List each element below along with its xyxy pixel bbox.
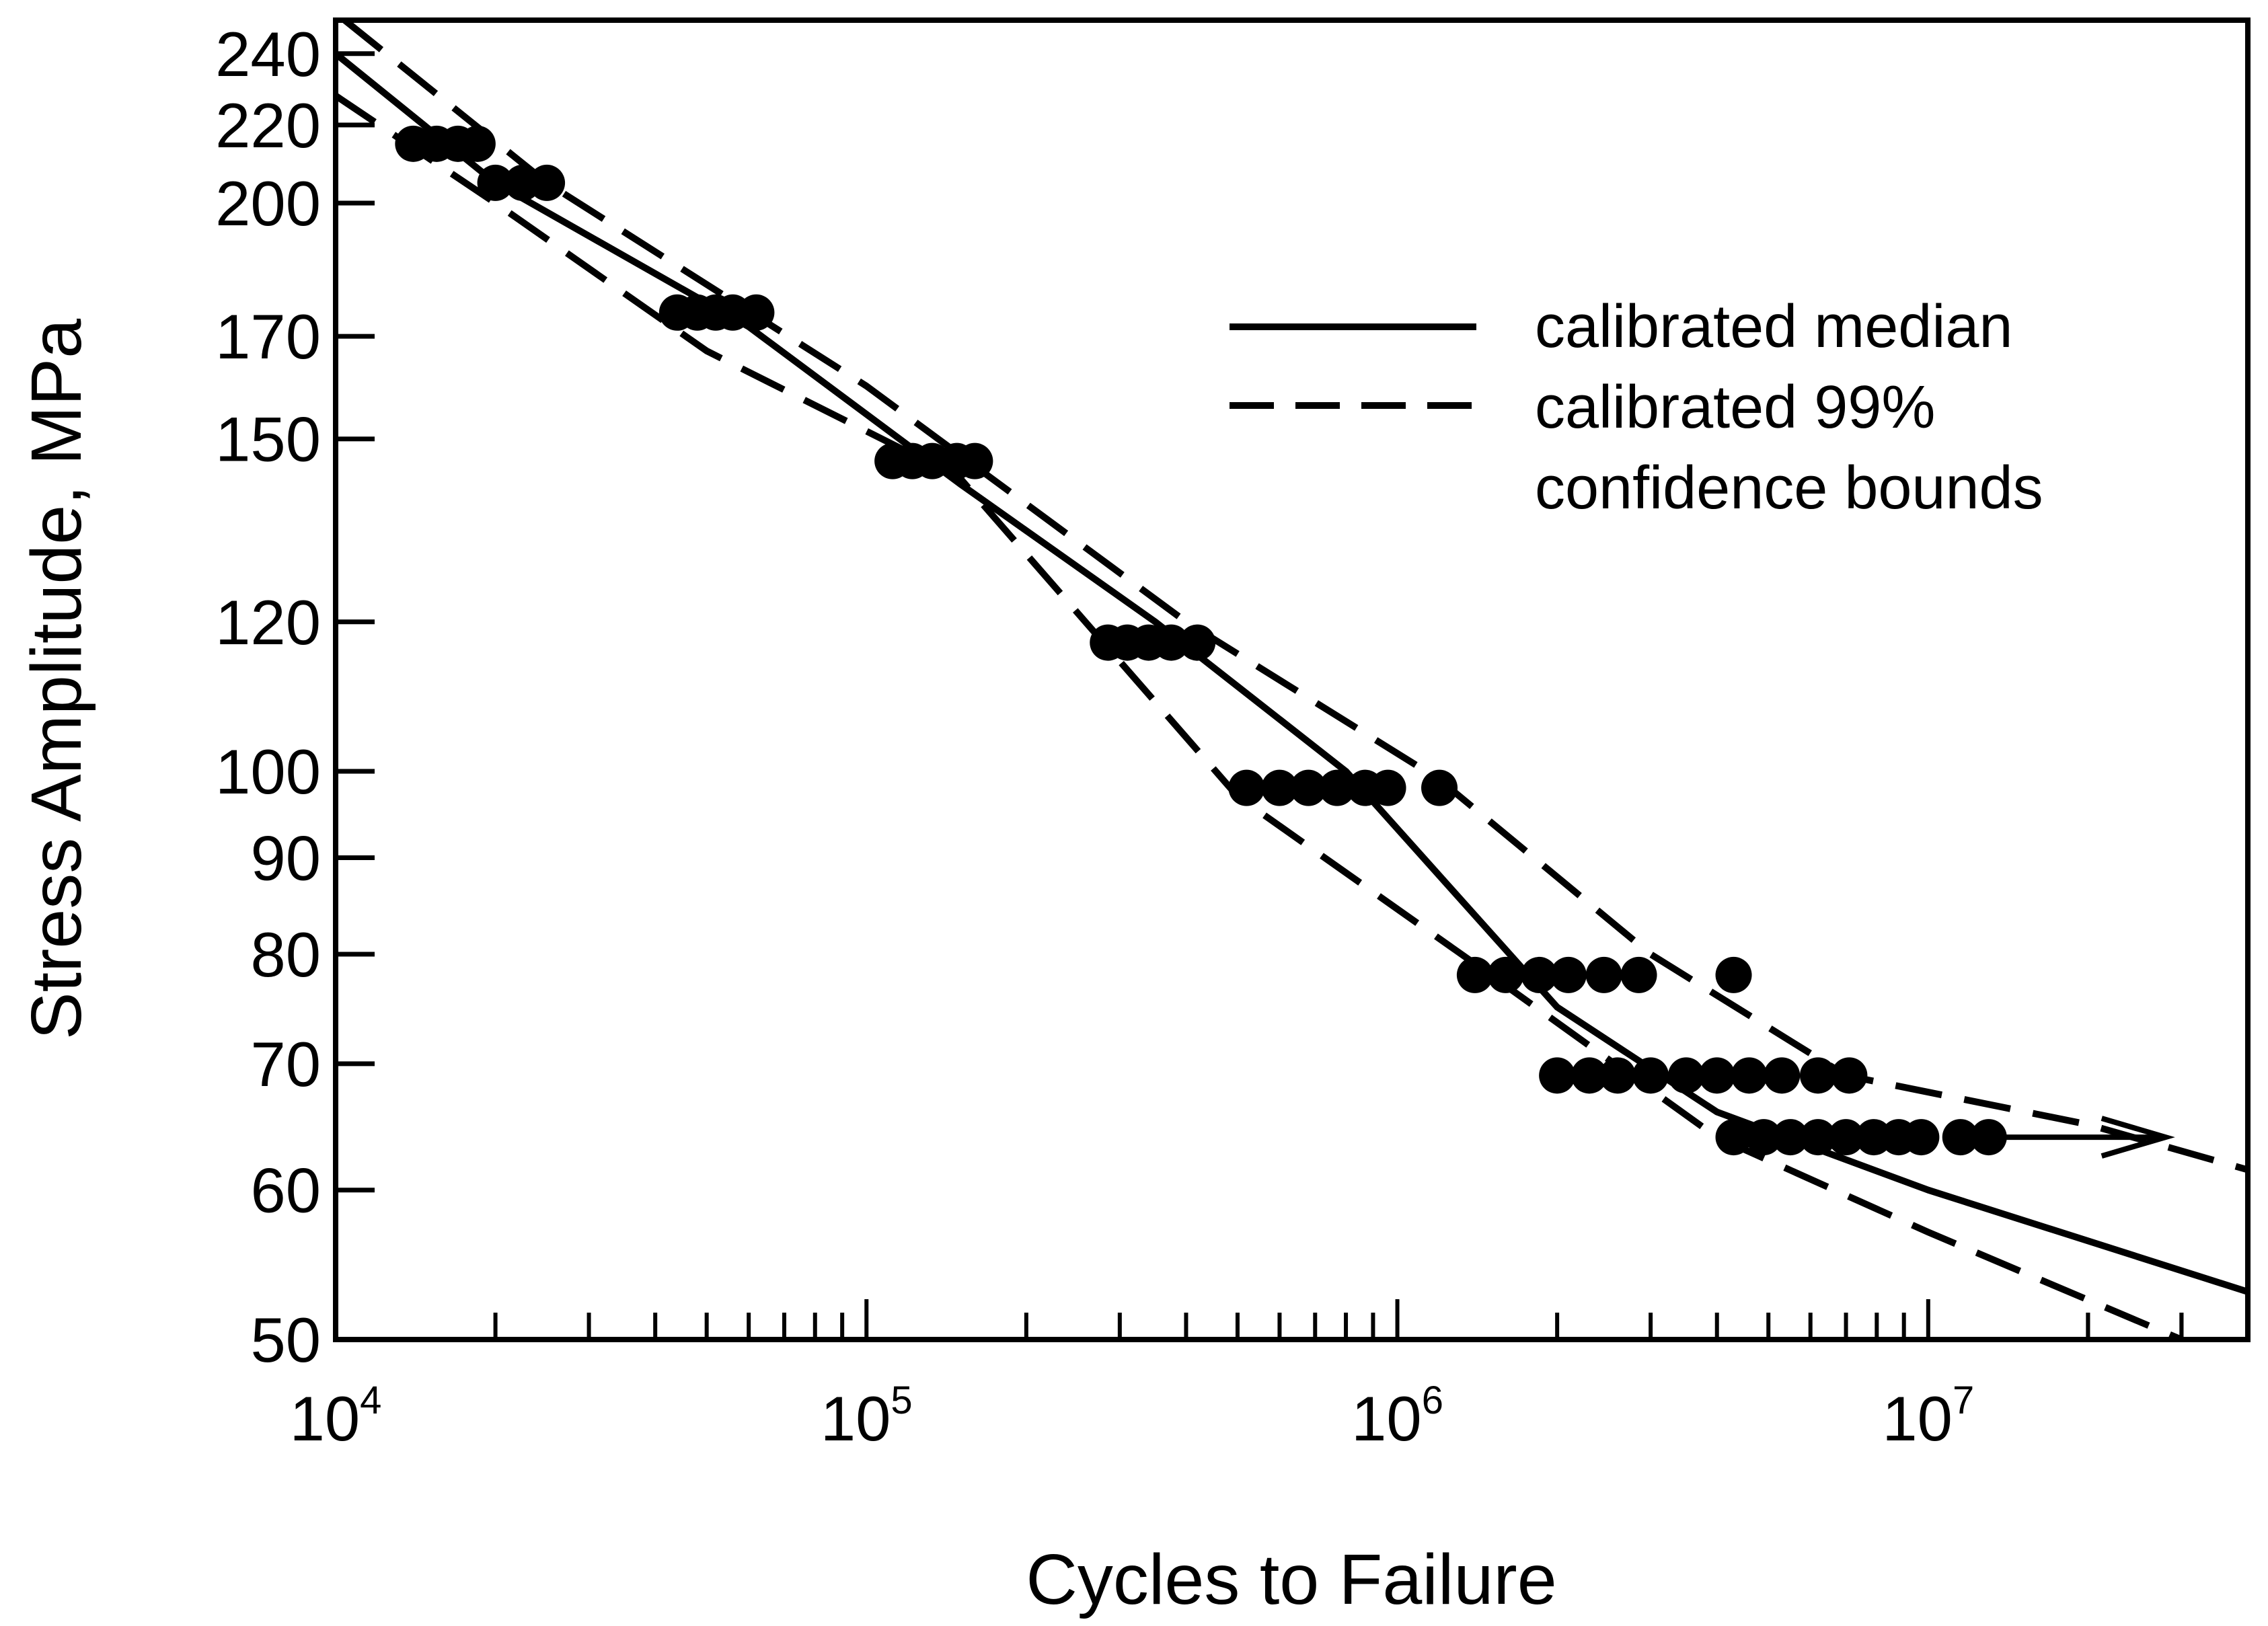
data-point <box>477 164 514 201</box>
y-tick-label-60: 60 <box>250 1155 321 1226</box>
data-point <box>1667 1057 1704 1094</box>
data-point <box>1539 1057 1576 1094</box>
data-point <box>1521 956 1558 993</box>
y-tick-label-90: 90 <box>250 822 321 893</box>
data-point <box>1599 1057 1636 1094</box>
runout-arrow-head <box>2101 1116 2175 1159</box>
y-tick-label-240: 240 <box>215 19 321 89</box>
data-point <box>1228 769 1265 806</box>
data-point <box>1620 956 1657 993</box>
data-point <box>1571 1057 1608 1094</box>
legend: calibrated median calibrated 99% confide… <box>1230 293 2043 522</box>
y-tick-label-220: 220 <box>215 90 321 161</box>
data-point <box>1632 1057 1669 1094</box>
data-point <box>1715 956 1752 993</box>
y-tick-label-170: 170 <box>215 301 321 372</box>
data-point <box>1831 1057 1868 1094</box>
y-tick-label-120: 120 <box>215 587 321 658</box>
data-point <box>1772 1119 1809 1156</box>
data-point <box>956 442 993 479</box>
data-point <box>1318 769 1355 806</box>
data-point <box>1421 769 1458 806</box>
data-point <box>1585 956 1622 993</box>
data-point <box>1799 1057 1836 1094</box>
data-point <box>1799 1119 1836 1156</box>
data-point <box>1942 1119 1979 1156</box>
data-point <box>738 294 775 331</box>
x-axis-title: Cycles to Failure <box>1026 1540 1556 1619</box>
series-line-upper-99-bound <box>342 20 2248 1173</box>
x-tick-label-10000000: 107 <box>1882 1379 1974 1454</box>
data-point <box>459 125 496 162</box>
data-point <box>1903 1119 1940 1156</box>
y-tick-label-80: 80 <box>250 919 321 990</box>
data-point <box>1179 624 1216 661</box>
plot-frame <box>333 17 2251 1342</box>
data-point <box>1369 769 1406 806</box>
data-point <box>529 164 566 201</box>
y-axis-title: Stress Amplitude, MPa <box>17 319 96 1040</box>
y-tick-label-200: 200 <box>215 168 321 239</box>
legend-label-bounds: confidence bounds <box>1535 455 2043 522</box>
data-point <box>1487 956 1524 993</box>
x-tick-label-10000: 104 <box>290 1379 382 1454</box>
data-point <box>1715 1119 1752 1156</box>
data-point <box>1698 1057 1735 1094</box>
data-point <box>1731 1057 1768 1094</box>
data-point <box>1856 1119 1893 1156</box>
data-point <box>1745 1119 1782 1156</box>
y-tick-label-50: 50 <box>250 1305 321 1375</box>
y-tick-label-100: 100 <box>215 736 321 807</box>
data-point <box>1290 769 1327 806</box>
axis-ticks <box>334 51 2250 1342</box>
x-tick-label-100000: 105 <box>821 1379 913 1454</box>
legend-label-99: calibrated 99% <box>1535 374 1935 441</box>
data-point <box>1764 1057 1801 1094</box>
x-tick-label-1000000: 106 <box>1351 1379 1443 1454</box>
data-point <box>1261 769 1298 806</box>
y-tick-label-150: 150 <box>215 404 321 475</box>
y-tick-label-70: 70 <box>250 1029 321 1099</box>
data-point <box>1827 1119 1864 1156</box>
data-point <box>1153 624 1190 661</box>
data-point <box>1550 956 1587 993</box>
data-points <box>395 125 2175 1159</box>
series-line-calibrated-median <box>336 50 2248 1295</box>
x-tick-labels: 104 105 106 107 <box>290 1379 1975 1454</box>
legend-label-median: calibrated median <box>1535 293 2012 360</box>
data-point <box>1456 956 1493 993</box>
